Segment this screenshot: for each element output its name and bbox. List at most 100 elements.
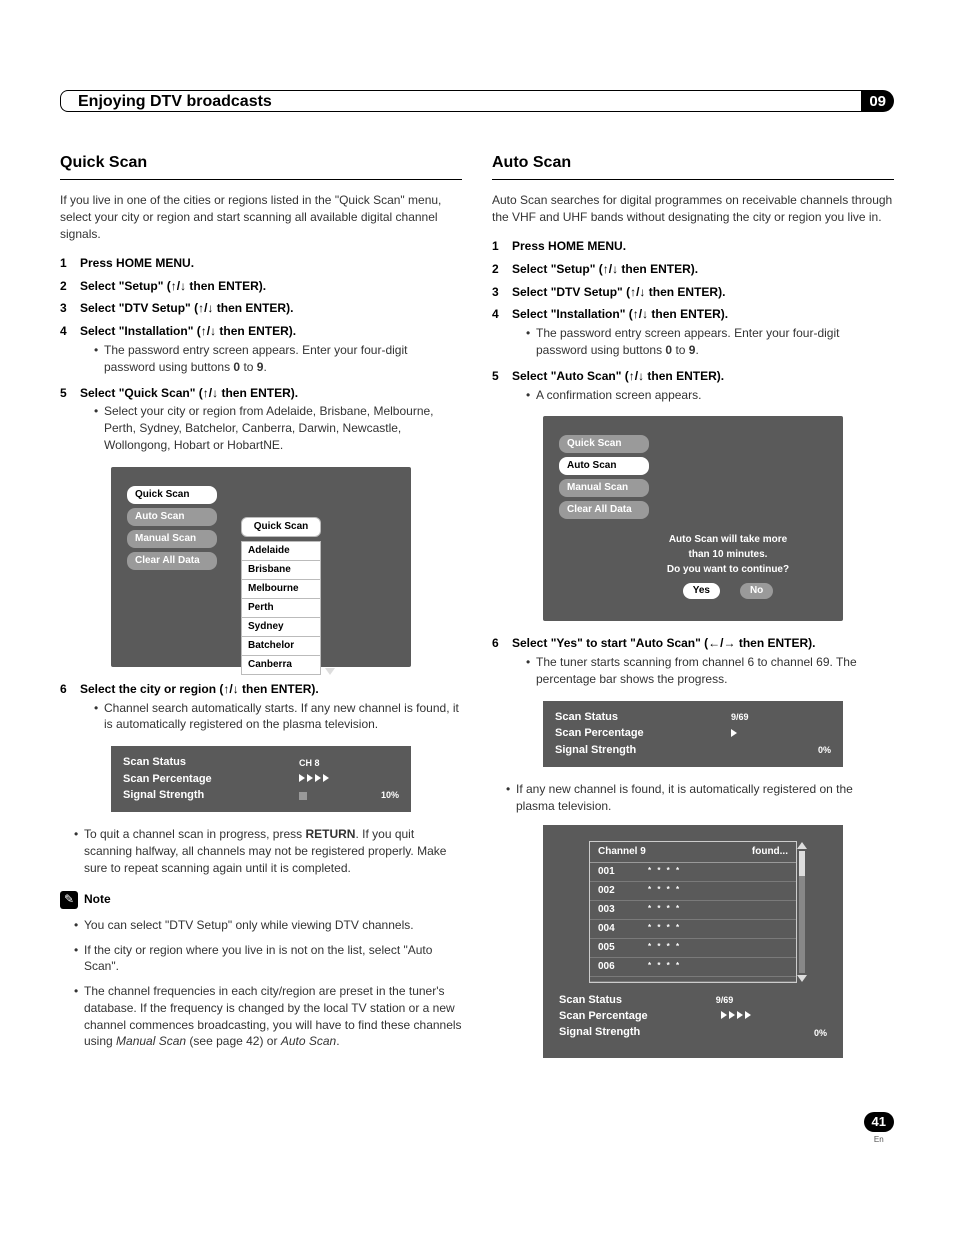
quick-scan-steps: 1 Press HOME MENU. 2 Select "Setup" (↑/↓…: [60, 255, 462, 457]
step-text: Select "Yes" to start "Auto Scan" (←/→ t…: [512, 636, 816, 650]
menu-item-quick-scan[interactable]: Quick Scan: [559, 435, 649, 453]
page-header: Enjoying DTV broadcasts 09: [60, 90, 894, 112]
scroll-up-icon[interactable]: [797, 842, 807, 849]
dropdown-option[interactable]: Brisbane: [241, 561, 321, 580]
confirm-line-3: Do you want to continue?: [629, 562, 827, 577]
auto-scan-steps: 1 Press HOME MENU. 2 Select "Setup" (↑/↓…: [492, 238, 894, 406]
step-text: Select "Setup" (↑/↓ then ENTER).: [512, 262, 698, 276]
up-down-arrow-icon: ↑/↓: [630, 285, 645, 299]
step-number: 5: [492, 368, 512, 407]
scan-status-panel: Scan Status 9/69 Scan Percentage Signal …: [543, 701, 843, 767]
dropdown-option[interactable]: Melbourne: [241, 580, 321, 599]
channel-row: [590, 977, 796, 982]
auto-scan-confirm-screen: Quick Scan Auto Scan Manual Scan Clear A…: [543, 416, 843, 621]
dropdown-option[interactable]: Adelaide: [241, 541, 321, 561]
note-icon: ✎: [60, 891, 78, 909]
scan-percent-label: Scan Percentage: [123, 772, 299, 787]
step-text: Select "DTV Setup" (↑/↓ then ENTER).: [512, 285, 725, 299]
step-number: 6: [492, 635, 512, 690]
scan-status-panel: Scan Status CH 8 Scan Percentage Signal …: [111, 746, 411, 812]
scan-percent-bar: [731, 728, 791, 741]
note-item: If the city or region where you live in …: [74, 942, 462, 976]
up-down-arrow-icon: ↑/↓: [633, 307, 648, 321]
step-text: Select "Auto Scan" (↑/↓ then ENTER).: [512, 369, 724, 383]
step-number: 2: [492, 261, 512, 278]
step-number: 4: [492, 306, 512, 361]
note-header: ✎ Note: [60, 891, 462, 909]
scan-percent-label: Scan Percentage: [555, 726, 731, 741]
step-bullet: Select your city or region from Adelaide…: [94, 403, 462, 453]
step-number: 2: [60, 278, 80, 295]
menu-item-auto-scan[interactable]: Auto Scan: [127, 508, 217, 526]
scan-status-value: 9/69: [716, 994, 734, 1007]
step-text: Press HOME MENU.: [80, 256, 194, 270]
section-title: Enjoying DTV broadcasts: [68, 90, 282, 112]
up-down-arrow-icon: ↑/↓: [223, 682, 238, 696]
confirm-line-1: Auto Scan will take more: [629, 532, 827, 547]
signal-strength-label: Signal Strength: [555, 743, 731, 758]
chapter-badge: 09: [861, 90, 894, 112]
no-button[interactable]: No: [740, 583, 773, 599]
quit-scan-note: To quit a channel scan in progress, pres…: [74, 826, 462, 876]
scan-status-label: Scan Status: [123, 755, 299, 770]
up-down-arrow-icon: ↑/↓: [603, 262, 618, 276]
step-bullet: The password entry screen appears. Enter…: [94, 342, 462, 376]
step-bullet: The tuner starts scanning from channel 6…: [526, 654, 894, 688]
left-right-arrow-icon: ←/→: [708, 636, 735, 650]
channel-row: 004* * * *: [590, 920, 796, 939]
auto-scan-step6: 6 Select "Yes" to start "Auto Scan" (←/→…: [492, 635, 894, 690]
channel-row: 001* * * *: [590, 863, 796, 882]
menu-item-manual-scan[interactable]: Manual Scan: [559, 479, 649, 497]
up-down-arrow-icon: ↑/↓: [629, 369, 644, 383]
step-number: 3: [60, 300, 80, 317]
auto-scan-heading: Auto Scan: [492, 152, 894, 180]
page-footer: 41 En: [60, 1112, 894, 1145]
quick-scan-step6: 6 Select the city or region (↑/↓ then EN…: [60, 681, 462, 736]
step-bullet: Channel search automatically starts. If …: [94, 700, 462, 734]
quick-scan-heading: Quick Scan: [60, 152, 462, 180]
menu-item-quick-scan[interactable]: Quick Scan: [127, 486, 217, 504]
channel-row: 006* * * *: [590, 958, 796, 977]
dropdown-option[interactable]: Sydney: [241, 618, 321, 637]
up-down-arrow-icon: ↑/↓: [203, 386, 218, 400]
channel-header-right: found...: [752, 845, 788, 859]
dropdown-option[interactable]: Perth: [241, 599, 321, 618]
up-down-arrow-icon: ↑/↓: [201, 324, 216, 338]
step-text: Select the city or region (↑/↓ then ENTE…: [80, 682, 319, 696]
channel-found-screen: Channel 9 found... 001* * * * 002* * * *…: [543, 825, 843, 1058]
menu-item-clear-all[interactable]: Clear All Data: [559, 501, 649, 519]
scan-percent-label: Scan Percentage: [559, 1009, 648, 1024]
scan-status-label: Scan Status: [555, 710, 731, 725]
right-column: Auto Scan Auto Scan searches for digital…: [492, 152, 894, 1072]
yes-button[interactable]: Yes: [683, 583, 720, 599]
scroll-down-icon[interactable]: [797, 975, 807, 982]
dropdown-option[interactable]: Batchelor: [241, 637, 321, 656]
menu-item-clear-all[interactable]: Clear All Data: [127, 552, 217, 570]
step-bullet: The password entry screen appears. Enter…: [526, 325, 894, 359]
step-text: Select "Setup" (↑/↓ then ENTER).: [80, 279, 266, 293]
menu-item-manual-scan[interactable]: Manual Scan: [127, 530, 217, 548]
up-down-arrow-icon: ↑/↓: [198, 301, 213, 315]
step-text: Select "DTV Setup" (↑/↓ then ENTER).: [80, 301, 293, 315]
dropdown-option[interactable]: Canberra: [241, 656, 321, 675]
menu-item-auto-scan[interactable]: Auto Scan: [559, 457, 649, 475]
quick-scan-intro: If you live in one of the cities or regi…: [60, 192, 462, 242]
scroll-down-icon[interactable]: [325, 668, 335, 675]
step-text: Select "Installation" (↑/↓ then ENTER).: [512, 307, 728, 321]
channel-scrollbar[interactable]: [798, 842, 806, 982]
page-number: 41: [864, 1112, 894, 1132]
signal-strength-value: 10%: [359, 789, 399, 802]
note-item: You can select "DTV Setup" only while vi…: [74, 917, 462, 934]
signal-strength-value: 0%: [791, 744, 831, 757]
channel-header-left: Channel 9: [598, 845, 646, 859]
channel-row: 005* * * *: [590, 939, 796, 958]
scan-percent-bar: [299, 773, 359, 786]
signal-strength-label: Signal Strength: [559, 1025, 640, 1040]
step-number: 1: [60, 255, 80, 272]
signal-strength-label: Signal Strength: [123, 788, 299, 803]
channel-row: 003* * * *: [590, 901, 796, 920]
note-item: The channel frequencies in each city/reg…: [74, 983, 462, 1050]
channel-row: 002* * * *: [590, 882, 796, 901]
signal-strength-bar: [299, 789, 359, 802]
scan-status-value: 9/69: [731, 711, 791, 724]
